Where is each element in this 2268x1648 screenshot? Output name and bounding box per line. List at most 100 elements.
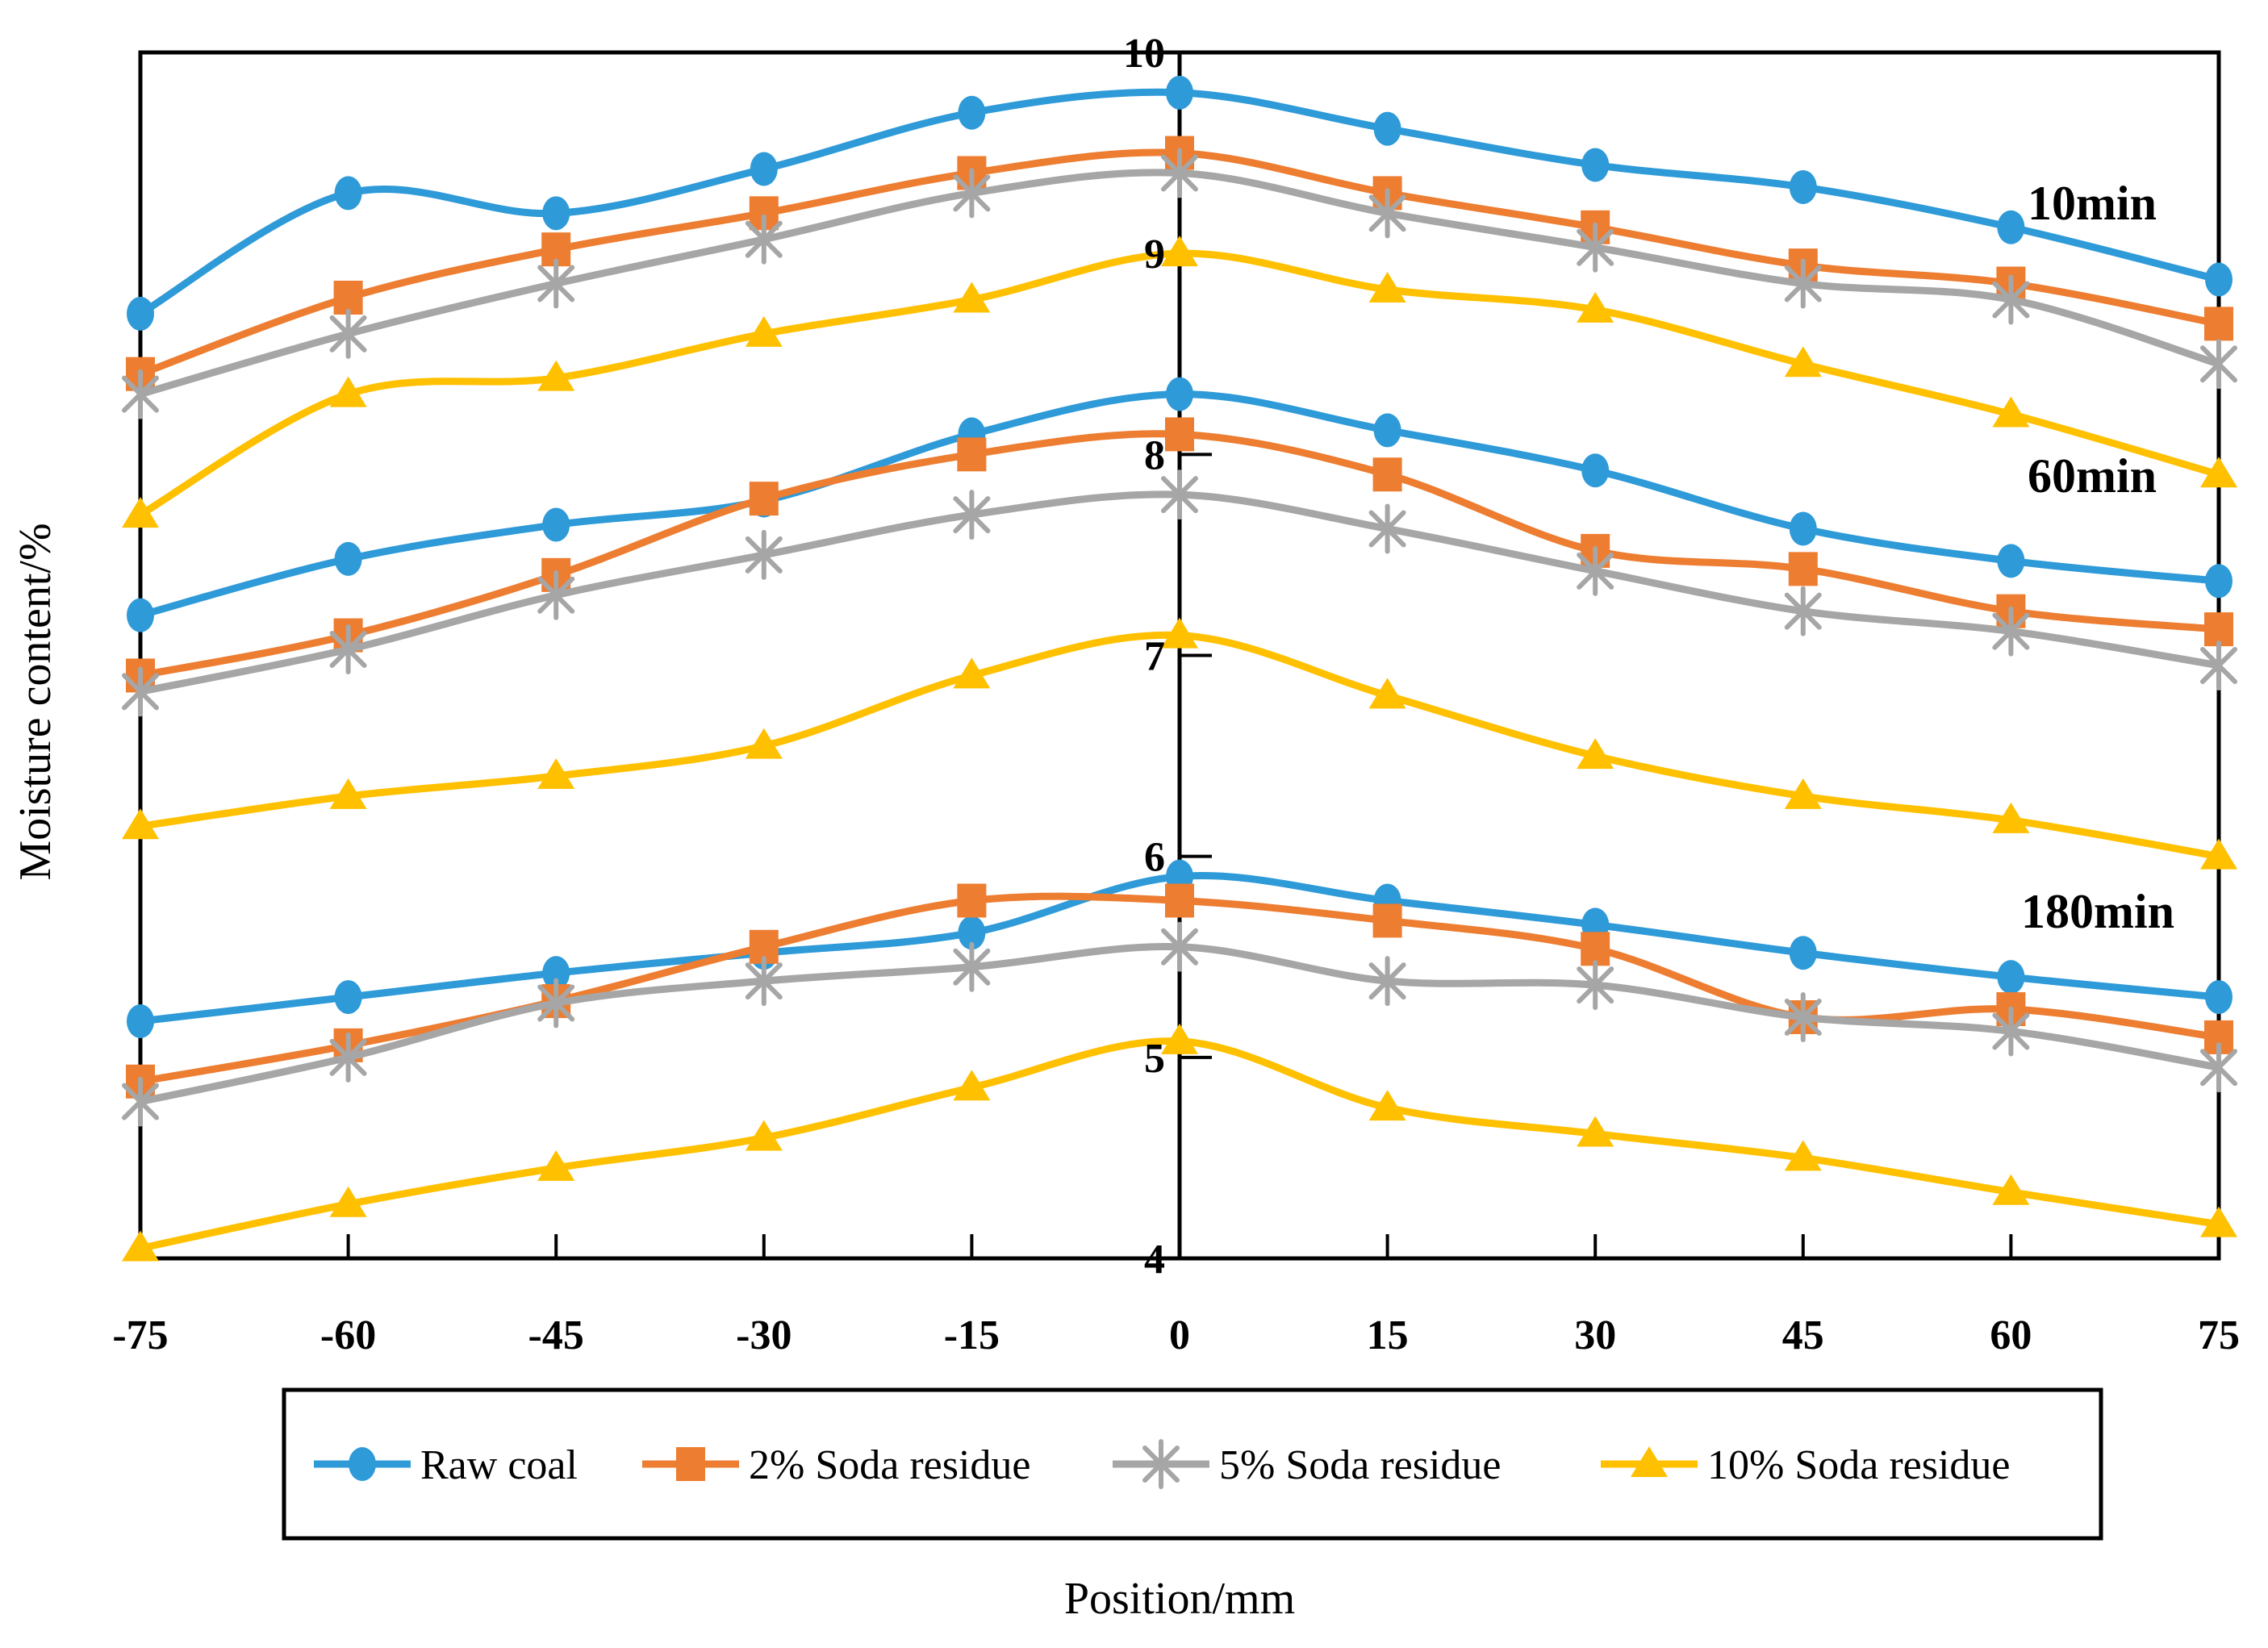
series-60min-raw-coal-point-0	[1166, 377, 1193, 411]
series-180min-5-soda-residue-point-60-glyph	[1992, 1012, 2030, 1050]
series-180min-raw-coal-point--45-glyph	[542, 956, 570, 991]
series-10min-5-soda-residue-point--30-glyph	[745, 220, 783, 258]
series-10min-raw-coal-point-15-glyph	[1373, 111, 1401, 146]
y-tick-label-5: 5	[1144, 1036, 1165, 1082]
legend-box	[282, 1387, 2103, 1541]
series-60min-10-soda-residue-point-0-glyph	[1161, 617, 1198, 649]
y-tick-label-10: 10	[1123, 31, 1165, 77]
x-axis-tick-labels: -75 -60 -45 -30 -15 0 15 30 45 60 75	[112, 1312, 2240, 1358]
series-60min-raw-coal-point--75	[127, 598, 154, 632]
y-tick-label-4: 4	[1144, 1237, 1165, 1283]
series-10min-10-soda-residue-point-30-glyph	[1577, 291, 1614, 323]
series-60min-raw-coal-point-60-glyph	[1997, 544, 2025, 578]
series-180min-10-soda-residue-point-15-glyph	[1368, 1090, 1406, 1121]
series-60min-10-soda-residue-point-15-glyph	[1368, 678, 1406, 709]
series-10min-raw-coal-point--60-glyph	[334, 176, 362, 211]
legend-swatch-raw-coal	[314, 1447, 411, 1481]
series-180min-raw-coal-point--75-glyph	[127, 1003, 154, 1038]
series-180min-10-soda-residue-point--60	[329, 1186, 367, 1217]
series-180min-5-soda-residue-point-75	[2200, 1042, 2237, 1093]
series-60min-2-soda-residue-point-45	[1788, 552, 1818, 586]
series-180min-10-soda-residue-point--30	[745, 1120, 783, 1151]
series-10min-5-soda-residue-point--60-glyph	[329, 315, 367, 353]
y-axis-tick-labels: 4 5 6 7 8 9 10	[1123, 31, 1165, 1283]
series-180min-5-soda-residue-point-60	[1992, 1006, 2030, 1057]
series-area	[122, 75, 2237, 1262]
legend: Raw coal 2% Soda residue 5% Soda residue…	[282, 1387, 2103, 1541]
series-10min-10-soda-residue-point-75-glyph	[2200, 457, 2237, 488]
series-180min-5-soda-residue-point-15-glyph	[1368, 962, 1406, 1000]
series-60min-5-soda-residue-point-45	[1784, 586, 1822, 636]
series-60min-5-soda-residue-point-0-glyph	[1161, 476, 1198, 514]
series-60min-10-soda-residue-point--15-glyph	[953, 657, 991, 689]
series-180min-10-soda-residue-point-45-glyph	[1784, 1140, 1822, 1171]
series-60min-10-soda-residue-point-60-glyph	[1992, 802, 2030, 833]
series-10min-10-soda-residue-point-15-glyph	[1368, 272, 1406, 303]
series-180min-10-soda-residue-point--60-glyph	[329, 1186, 367, 1217]
series-10min-10-soda-residue-point-0	[1161, 236, 1198, 267]
series-180min-raw-coal-point-60-glyph	[1997, 960, 2025, 995]
series-10min-5-soda-residue-point-30-glyph	[1577, 228, 1614, 266]
series-60min-10-soda-residue-point-75	[2200, 838, 2237, 870]
series-60min-2-soda-residue-point-0	[1165, 417, 1194, 452]
series-10min-raw-coal-point-30-glyph	[1581, 148, 1610, 182]
series-60min-2-soda-residue-point--15-glyph	[957, 437, 987, 472]
series-180min-10-soda-residue-point--45	[537, 1149, 575, 1181]
series-10min-raw-coal-point-15	[1373, 111, 1401, 146]
series-10min-10-soda-residue-point--30	[745, 315, 783, 347]
series-180min-10-soda-residue-point--15	[953, 1070, 991, 1101]
series-10min-5-soda-residue-point-75-glyph	[2200, 345, 2237, 383]
legend-swatch-5-soda-residue-marker-glyph	[1142, 1446, 1180, 1483]
series-180min-5-soda-residue-point--30-glyph	[745, 962, 783, 1000]
series-60min-raw-coal-point--60-glyph	[334, 541, 362, 576]
series-180min-raw-coal-point-45-glyph	[1789, 936, 1817, 970]
series-10min-raw-coal-point--45-glyph	[542, 196, 570, 231]
series-180min-10-soda-residue-point-75-glyph	[2200, 1206, 2237, 1237]
series-60min-2-soda-residue-point-15	[1372, 457, 1402, 492]
x-tick-label-30: 30	[1574, 1312, 1616, 1358]
x-tick-label--75: -75	[112, 1312, 168, 1358]
series-10min-raw-coal-point-0	[1166, 75, 1193, 110]
series-60min-2-soda-residue-point--30	[749, 482, 779, 516]
x-axis-ticks	[139, 1234, 2220, 1258]
series-10min-5-soda-residue-point-15-glyph	[1368, 194, 1406, 232]
series-60min-5-soda-residue-point--15	[953, 490, 991, 540]
series-60min-10-soda-residue-point-45-glyph	[1784, 778, 1822, 809]
series-60min-10-soda-residue-point--75	[122, 808, 159, 840]
legend-swatch-raw-coal-marker-glyph	[349, 1447, 376, 1481]
series-180min-5-soda-residue-point--30	[745, 956, 783, 1007]
series-180min-5-soda-residue-point--15-glyph	[953, 948, 991, 986]
series-60min-10-soda-residue-point-60	[1992, 802, 2030, 833]
series-10min-10-soda-residue-point--30-glyph	[745, 315, 783, 347]
series-10min-2-soda-residue-point-75	[2204, 307, 2233, 341]
series-10min-raw-coal-point--75	[127, 296, 154, 331]
series-180min-5-soda-residue-point--60	[329, 1032, 367, 1083]
series-10min-5-soda-residue-point-45	[1784, 258, 1822, 309]
series-60min-10-soda-residue-point-0	[1161, 617, 1198, 649]
series-10min-5-soda-residue-point-45-glyph	[1784, 265, 1822, 302]
legend-label-10-soda-residue: 10% Soda residue	[1707, 1442, 2010, 1488]
series-10min-2-soda-residue-point-75-glyph	[2204, 307, 2233, 341]
series-60min-5-soda-residue-point--30-glyph	[745, 536, 783, 574]
series-10min-5-soda-residue-point-60	[1992, 274, 2030, 325]
series-180min-raw-coal-point--15-glyph	[958, 916, 986, 950]
series-180min-10-soda-residue-point-60-glyph	[1992, 1174, 2030, 1205]
series-180min-5-soda-residue-point-0	[1161, 921, 1198, 972]
series-10min-5-soda-residue	[122, 148, 2237, 419]
series-180min-5-soda-residue-point-0-glyph	[1161, 928, 1198, 966]
series-10min-5-soda-residue-point-0-glyph	[1161, 154, 1198, 192]
series-60min-10-soda-residue-point-75-glyph	[2200, 838, 2237, 870]
series-60min-raw-coal-point-45-glyph	[1789, 511, 1817, 546]
series-180min-raw-coal-point--75	[127, 1003, 154, 1038]
series-60min-10-soda-residue-point--75-glyph	[122, 808, 159, 840]
series-180min-10-soda-residue-point--75-glyph	[122, 1230, 159, 1262]
legend-swatch-5-soda-residue-marker	[1142, 1439, 1180, 1489]
series-10min-10-soda-residue-point-30	[1577, 291, 1614, 323]
series-10min-raw-coal-point-0-glyph	[1166, 75, 1193, 110]
series-180min-5-soda-residue-point--45-glyph	[537, 984, 575, 1022]
x-tick-label-45: 45	[1782, 1312, 1824, 1358]
series-180min-5-soda-residue-point--60-glyph	[329, 1038, 367, 1076]
series-60min-raw-coal-point-0-glyph	[1166, 377, 1193, 411]
series-60min-2-soda-residue-point--15	[957, 437, 987, 472]
